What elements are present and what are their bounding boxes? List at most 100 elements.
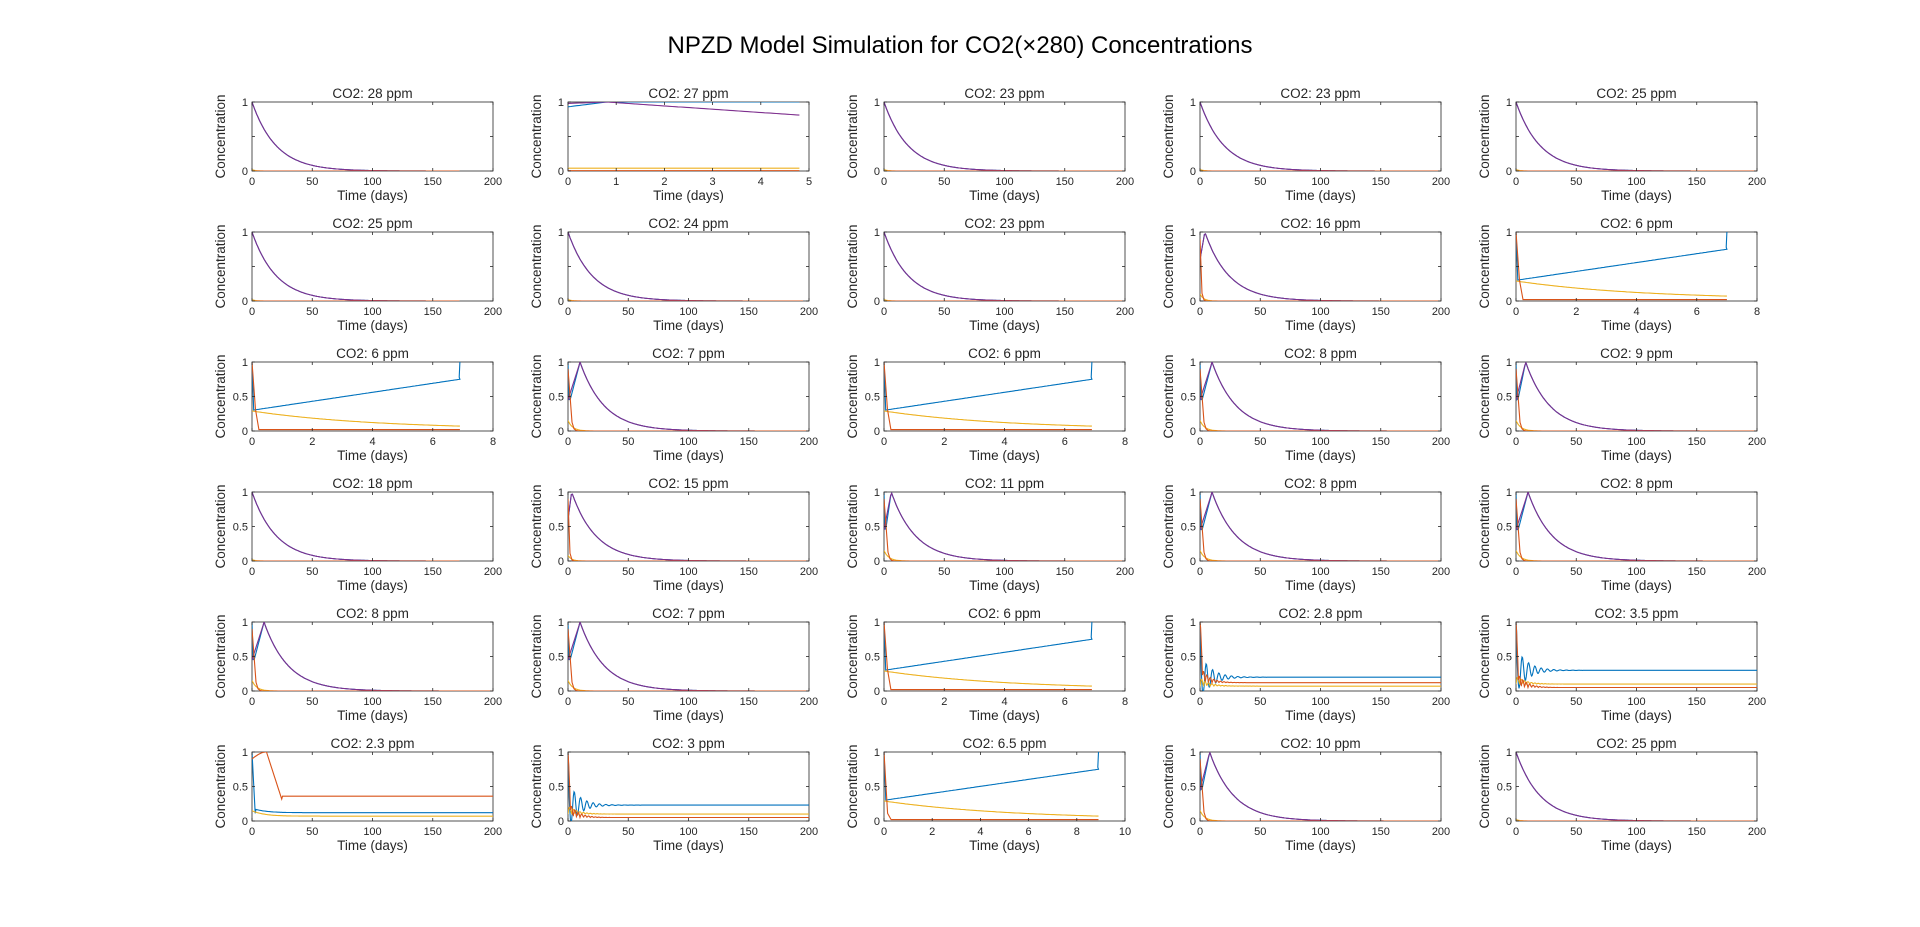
x-tick-label: 0: [1197, 436, 1203, 448]
series-group: [1516, 622, 1757, 690]
plot-area: [1515, 361, 1758, 432]
x-tick-label: 150: [1688, 566, 1706, 578]
x-tick-label: 50: [622, 826, 634, 838]
y-axis-label: Concentration: [845, 354, 860, 438]
x-tick-label: 8: [1754, 306, 1760, 318]
x-tick-label: 0: [1197, 566, 1203, 578]
y-axis-label: Concentration: [1477, 614, 1492, 698]
x-axis-label: Time (days): [1601, 838, 1672, 853]
x-tick-label: 150: [424, 306, 442, 318]
series-line: [1200, 678, 1441, 688]
y-tick-label: 0: [558, 686, 564, 698]
y-axis-label: Concentration: [1477, 94, 1492, 178]
series-line: [252, 810, 493, 817]
subplot-title: CO2: 25 ppm: [332, 216, 412, 231]
x-tick-label: 6: [1694, 306, 1700, 318]
x-tick-label: 50: [306, 826, 318, 838]
y-tick-label: 1: [242, 227, 248, 239]
y-tick-label: 1: [1190, 747, 1196, 759]
x-axis-label: Time (days): [1601, 188, 1672, 203]
series-line: [884, 622, 1093, 671]
x-tick-label: 200: [1116, 566, 1134, 578]
y-tick-label: 1: [242, 747, 248, 759]
x-tick-label: 100: [1311, 696, 1329, 708]
x-tick-label: 200: [1748, 826, 1766, 838]
subplot: 0 50 100 150 200 0 0.5 1 CO2: 8 ppm Time (days) Co…: [213, 606, 502, 723]
y-tick-label: 1: [1506, 617, 1512, 629]
x-tick-label: 2: [661, 176, 667, 188]
y-axis-label: Concentration: [1161, 614, 1176, 698]
plot-area: [1515, 101, 1758, 172]
x-tick-label: 150: [1688, 696, 1706, 708]
x-tick-label: 200: [1748, 696, 1766, 708]
x-axis-label: Time (days): [969, 318, 1040, 333]
x-tick-label: 0: [881, 696, 887, 708]
x-tick-label: 6: [430, 436, 436, 448]
subplot: 0 50 100 150 200 0 0.5 1 CO2: 2.8 ppm Time (days)…: [1161, 606, 1450, 723]
plot-area: [1199, 361, 1442, 432]
subplot: 0 50 100 150 200 0 1 CO2: 23 ppm Time (days) Conc…: [1161, 86, 1450, 203]
plot-area: [1199, 491, 1442, 562]
series-group: [884, 362, 1093, 431]
subplot: 0 50 100 150 200 0 0.5 1 CO2: 3.5 ppm Time (days)…: [1477, 606, 1766, 723]
x-tick-label: 100: [679, 566, 697, 578]
x-tick-label: 4: [1001, 436, 1007, 448]
series-line: [568, 752, 809, 820]
y-tick-label: 0: [1190, 426, 1196, 438]
series-group: [884, 622, 1093, 691]
x-tick-label: 0: [565, 566, 571, 578]
subplot: 0 50 100 150 200 0 0.5 1 CO2: 7 ppm Time (days) Co…: [529, 346, 818, 463]
x-tick-label: 0: [1197, 696, 1203, 708]
x-tick-label: 8: [490, 436, 496, 448]
x-tick-label: 100: [679, 436, 697, 448]
x-axis-label: Time (days): [1601, 708, 1672, 723]
x-tick-label: 150: [740, 826, 758, 838]
x-axis-label: Time (days): [969, 838, 1040, 853]
y-tick-label: 0: [242, 816, 248, 828]
x-tick-label: 50: [1570, 826, 1582, 838]
y-tick-label: 0.5: [233, 652, 248, 664]
plot-area: [567, 231, 810, 302]
subplot-title: CO2: 18 ppm: [332, 476, 412, 491]
x-tick-label: 150: [1688, 826, 1706, 838]
subplot: 0 50 100 150 200 0 0.5 1 CO2: 2.3 ppm Time (days)…: [213, 736, 502, 853]
series-line: [884, 752, 1099, 821]
x-axis-label: Time (days): [653, 318, 724, 333]
series-group: [252, 752, 493, 817]
y-tick-label: 0: [874, 686, 880, 698]
x-tick-label: 200: [800, 306, 818, 318]
x-axis-label: Time (days): [337, 318, 408, 333]
x-tick-label: 0: [881, 566, 887, 578]
series-line: [884, 410, 1092, 427]
plot-area: [567, 491, 810, 562]
x-axis-label: Time (days): [337, 188, 408, 203]
x-tick-label: 100: [679, 826, 697, 838]
x-tick-label: 100: [1627, 566, 1645, 578]
plot-area: [1515, 491, 1758, 562]
x-tick-label: 150: [740, 306, 758, 318]
x-tick-label: 200: [1116, 176, 1134, 188]
subplot-title: CO2: 6 ppm: [968, 606, 1041, 621]
x-tick-label: 5: [806, 176, 812, 188]
subplot-title: CO2: 8 ppm: [336, 606, 409, 621]
y-tick-label: 0: [1190, 166, 1196, 178]
y-tick-label: 1: [874, 617, 880, 629]
x-tick-label: 0: [881, 436, 887, 448]
x-axis-label: Time (days): [1285, 188, 1356, 203]
x-tick-label: 100: [1311, 176, 1329, 188]
plot-area: [251, 361, 494, 432]
figure-title: NPZD Model Simulation for CO2(×280) Conc…: [667, 32, 1253, 59]
series-line: [884, 362, 1093, 411]
x-axis-label: Time (days): [969, 578, 1040, 593]
y-axis-label: Concentration: [213, 354, 228, 438]
plot-area: [251, 621, 494, 692]
x-axis-label: Time (days): [337, 578, 408, 593]
series-group: [252, 362, 461, 431]
y-axis-label: Concentration: [1161, 744, 1176, 828]
subplot-title: CO2: 6 ppm: [1600, 216, 1673, 231]
y-tick-label: 0: [242, 296, 248, 308]
y-tick-label: 1: [242, 97, 248, 109]
plot-area: [1515, 751, 1758, 822]
x-tick-label: 50: [1254, 696, 1266, 708]
y-axis-label: Concentration: [213, 614, 228, 698]
